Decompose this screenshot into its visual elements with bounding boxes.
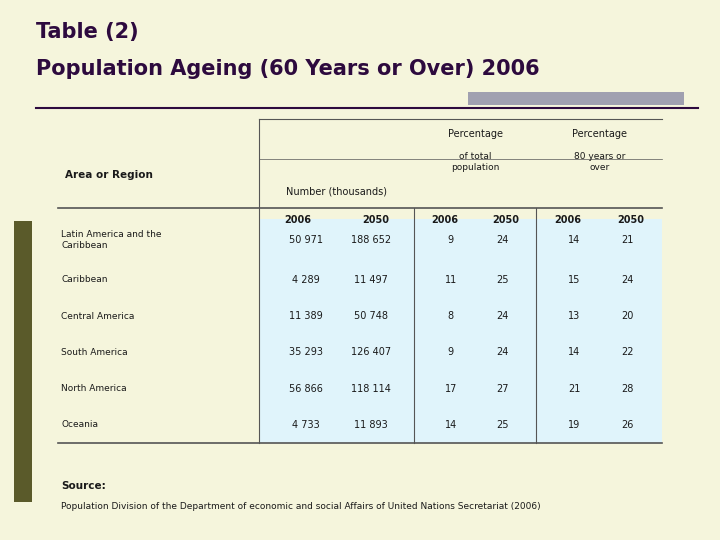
FancyBboxPatch shape bbox=[259, 298, 662, 334]
FancyBboxPatch shape bbox=[259, 119, 662, 208]
Text: 22: 22 bbox=[621, 347, 634, 357]
Text: South America: South America bbox=[61, 348, 128, 357]
Text: 8: 8 bbox=[448, 311, 454, 321]
Text: Population Division of the Department of economic and social Affairs of United N: Population Division of the Department of… bbox=[61, 502, 541, 511]
FancyBboxPatch shape bbox=[259, 407, 662, 443]
Text: Percentage: Percentage bbox=[572, 129, 627, 139]
Text: 188 652: 188 652 bbox=[351, 235, 391, 245]
FancyBboxPatch shape bbox=[259, 262, 662, 298]
Text: 14: 14 bbox=[568, 235, 580, 245]
Text: 9: 9 bbox=[448, 347, 454, 357]
Text: 17: 17 bbox=[444, 383, 457, 394]
Text: 126 407: 126 407 bbox=[351, 347, 391, 357]
Text: 11 497: 11 497 bbox=[354, 275, 387, 285]
Text: 2050: 2050 bbox=[362, 215, 389, 225]
Text: 50 748: 50 748 bbox=[354, 311, 387, 321]
Text: North America: North America bbox=[61, 384, 127, 393]
Text: 24: 24 bbox=[496, 311, 508, 321]
Text: 24: 24 bbox=[621, 275, 634, 285]
Text: Population Ageing (60 Years or Over) 2006: Population Ageing (60 Years or Over) 200… bbox=[36, 59, 539, 79]
Text: Source:: Source: bbox=[61, 481, 106, 491]
Text: 80 years or
over: 80 years or over bbox=[574, 152, 625, 172]
Text: 11 893: 11 893 bbox=[354, 420, 387, 430]
Text: 14: 14 bbox=[568, 347, 580, 357]
Text: Area or Region: Area or Region bbox=[65, 171, 153, 180]
Text: Table (2): Table (2) bbox=[36, 22, 139, 42]
Text: 25: 25 bbox=[496, 420, 508, 430]
Text: 20: 20 bbox=[621, 311, 634, 321]
FancyBboxPatch shape bbox=[14, 221, 32, 502]
FancyBboxPatch shape bbox=[259, 334, 662, 370]
Text: 2006: 2006 bbox=[431, 215, 458, 225]
Text: 35 293: 35 293 bbox=[289, 347, 323, 357]
Text: 25: 25 bbox=[496, 275, 508, 285]
Text: 56 866: 56 866 bbox=[289, 383, 323, 394]
Text: 2006: 2006 bbox=[554, 215, 582, 225]
Text: 9: 9 bbox=[448, 235, 454, 245]
Text: 19: 19 bbox=[568, 420, 580, 430]
Text: 13: 13 bbox=[568, 311, 580, 321]
Text: 2050: 2050 bbox=[492, 215, 519, 225]
FancyBboxPatch shape bbox=[468, 92, 684, 105]
Text: Central America: Central America bbox=[61, 312, 135, 321]
Text: 50 971: 50 971 bbox=[289, 235, 323, 245]
Text: Caribbean: Caribbean bbox=[61, 275, 108, 285]
Text: 11 389: 11 389 bbox=[289, 311, 323, 321]
FancyBboxPatch shape bbox=[259, 219, 662, 262]
Text: Oceania: Oceania bbox=[61, 420, 98, 429]
FancyBboxPatch shape bbox=[259, 370, 662, 407]
Text: 4 289: 4 289 bbox=[292, 275, 320, 285]
Text: 26: 26 bbox=[621, 420, 634, 430]
Text: Latin America and the
Caribbean: Latin America and the Caribbean bbox=[61, 230, 162, 251]
Text: Percentage: Percentage bbox=[448, 129, 503, 139]
Text: 14: 14 bbox=[444, 420, 457, 430]
Text: 24: 24 bbox=[496, 347, 508, 357]
Text: 11: 11 bbox=[444, 275, 457, 285]
Text: 2050: 2050 bbox=[618, 215, 644, 225]
Text: 15: 15 bbox=[568, 275, 580, 285]
Text: 118 114: 118 114 bbox=[351, 383, 390, 394]
Text: 21: 21 bbox=[568, 383, 580, 394]
Text: 21: 21 bbox=[621, 235, 634, 245]
Text: 27: 27 bbox=[496, 383, 508, 394]
Text: 2006: 2006 bbox=[284, 215, 311, 225]
Text: 4 733: 4 733 bbox=[292, 420, 320, 430]
Text: of total
population: of total population bbox=[451, 152, 500, 172]
Text: Number (thousands): Number (thousands) bbox=[286, 187, 387, 197]
Text: 28: 28 bbox=[621, 383, 634, 394]
Text: 24: 24 bbox=[496, 235, 508, 245]
